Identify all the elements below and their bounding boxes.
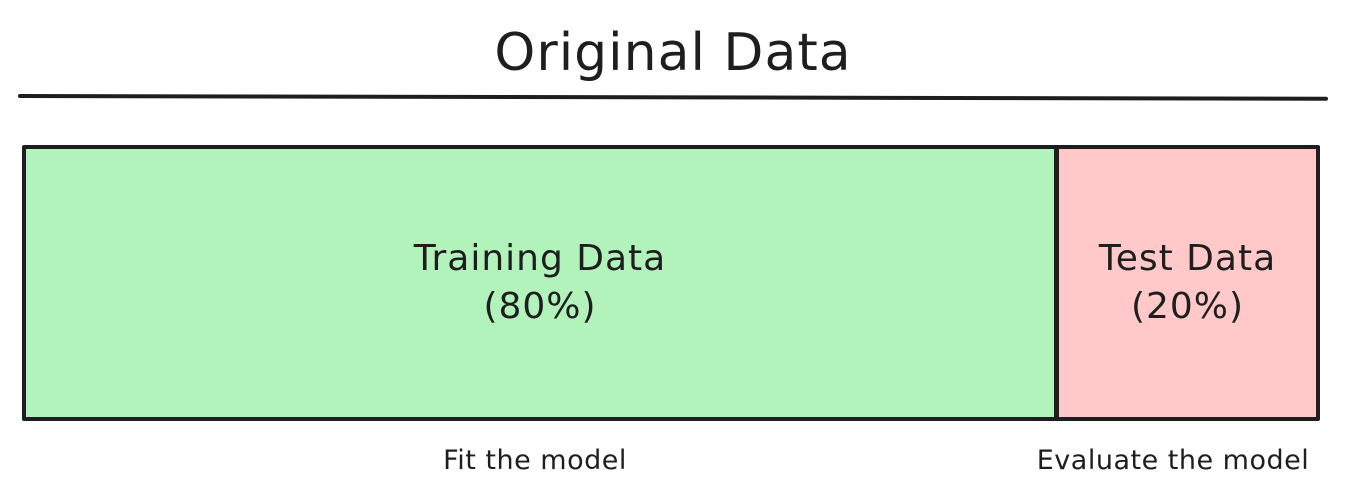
test-data-label: Test Data <box>1098 238 1277 279</box>
diagram-title: Original Data <box>494 23 852 83</box>
training-data-percent: (80%) <box>483 286 597 327</box>
test-data-segment: Test Data (20%) <box>1059 149 1316 417</box>
training-data-label: Training Data <box>413 238 667 279</box>
test-caption: Evaluate the model <box>1036 445 1310 476</box>
training-data-segment: Training Data (80%) <box>26 149 1059 417</box>
data-split-bar: Training Data (80%) Test Data (20%) <box>22 145 1320 421</box>
training-caption: Fit the model <box>443 445 627 476</box>
title-divider-line <box>17 94 1329 101</box>
test-data-percent: (20%) <box>1130 286 1245 327</box>
